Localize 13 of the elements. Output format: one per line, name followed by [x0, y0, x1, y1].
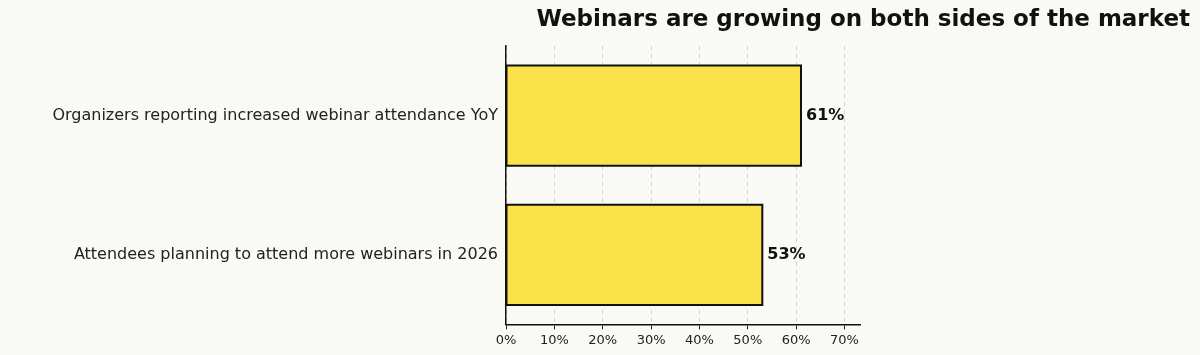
y-tick-label: Attendees planning to attend more webinars in 2026 — [73, 243, 498, 263]
x-tick-label: 20% — [588, 331, 618, 347]
y-tick-label: Organizers reporting increased webinar attendance YoY — [52, 104, 499, 124]
x-tick-label: 60% — [781, 331, 811, 347]
x-tick-label: 70% — [830, 331, 859, 347]
data-label: 61% — [806, 104, 845, 124]
x-tick-label: 40% — [684, 331, 714, 347]
chart-title: Webinars are growing on both sides of the market — [536, 4, 1190, 31]
data-label: 53% — [767, 243, 806, 263]
x-tick-label: 50% — [733, 331, 763, 347]
x-tick-label: 10% — [539, 331, 569, 347]
x-tick-label: 0% — [495, 331, 517, 347]
x-tick-label: 30% — [636, 331, 666, 347]
